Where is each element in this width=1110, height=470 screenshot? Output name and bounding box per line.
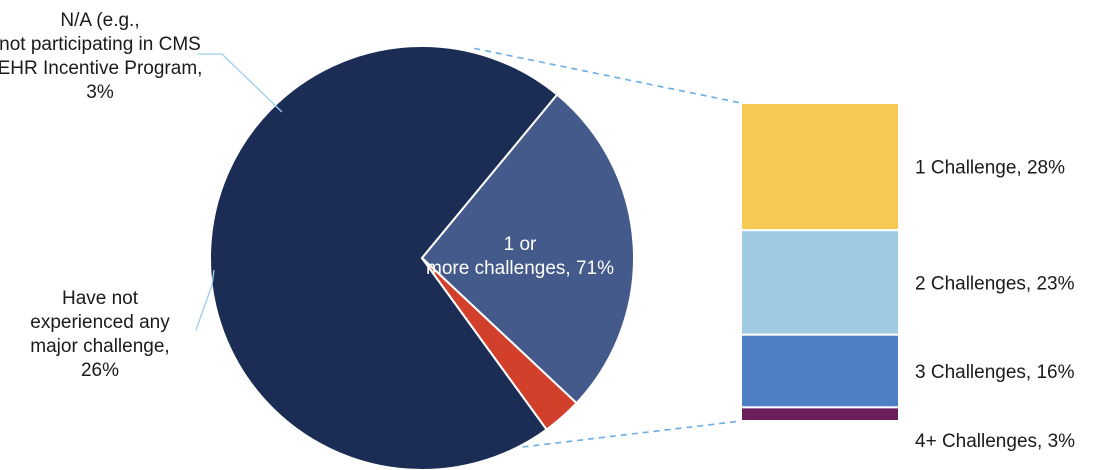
pie-label-na: N/A (e.g., not participating in CMS EHR In… xyxy=(0,10,202,103)
bar-segment-1-challenge xyxy=(740,102,900,232)
bar-segment-2-challenges xyxy=(740,229,900,336)
connector-bottom xyxy=(522,420,742,448)
pie-slice-n-a-e-g-not-participating-in xyxy=(421,257,578,431)
bar-segment-4-challenges xyxy=(740,406,900,422)
bar-label-4: 4+ Challenges, 3% xyxy=(915,431,1075,452)
bar-label-2: 2 Challenges, 23% xyxy=(915,273,1075,294)
chart-labels: 1 or more challenges, 71% Have not experien… xyxy=(0,10,1075,452)
callout-line-none xyxy=(195,269,215,331)
breakdown-bar xyxy=(740,102,900,422)
pie-label-none: Have not experienced any major challenge, 2… xyxy=(30,288,170,381)
bar-segment-3-challenges xyxy=(740,333,900,409)
callout-line-na xyxy=(198,53,283,113)
bar-label-3: 3 Challenges, 16% xyxy=(915,362,1075,383)
pie-chart xyxy=(209,45,635,470)
pie-label-main: 1 or more challenges, 71% xyxy=(426,234,614,279)
connector-top xyxy=(474,47,742,104)
bar-label-1: 1 Challenge, 28% xyxy=(915,158,1065,179)
pie-slice-have-not-experienced-any-maj xyxy=(420,93,635,405)
connector-lines xyxy=(474,47,742,448)
